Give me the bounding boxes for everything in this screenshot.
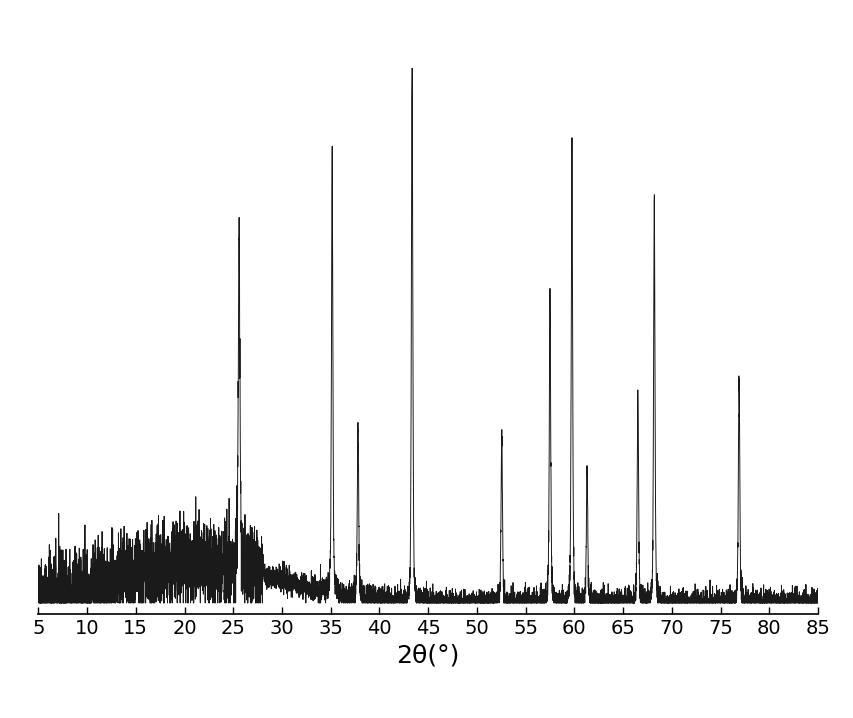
X-axis label: 2θ(°): 2θ(°) (396, 643, 459, 667)
